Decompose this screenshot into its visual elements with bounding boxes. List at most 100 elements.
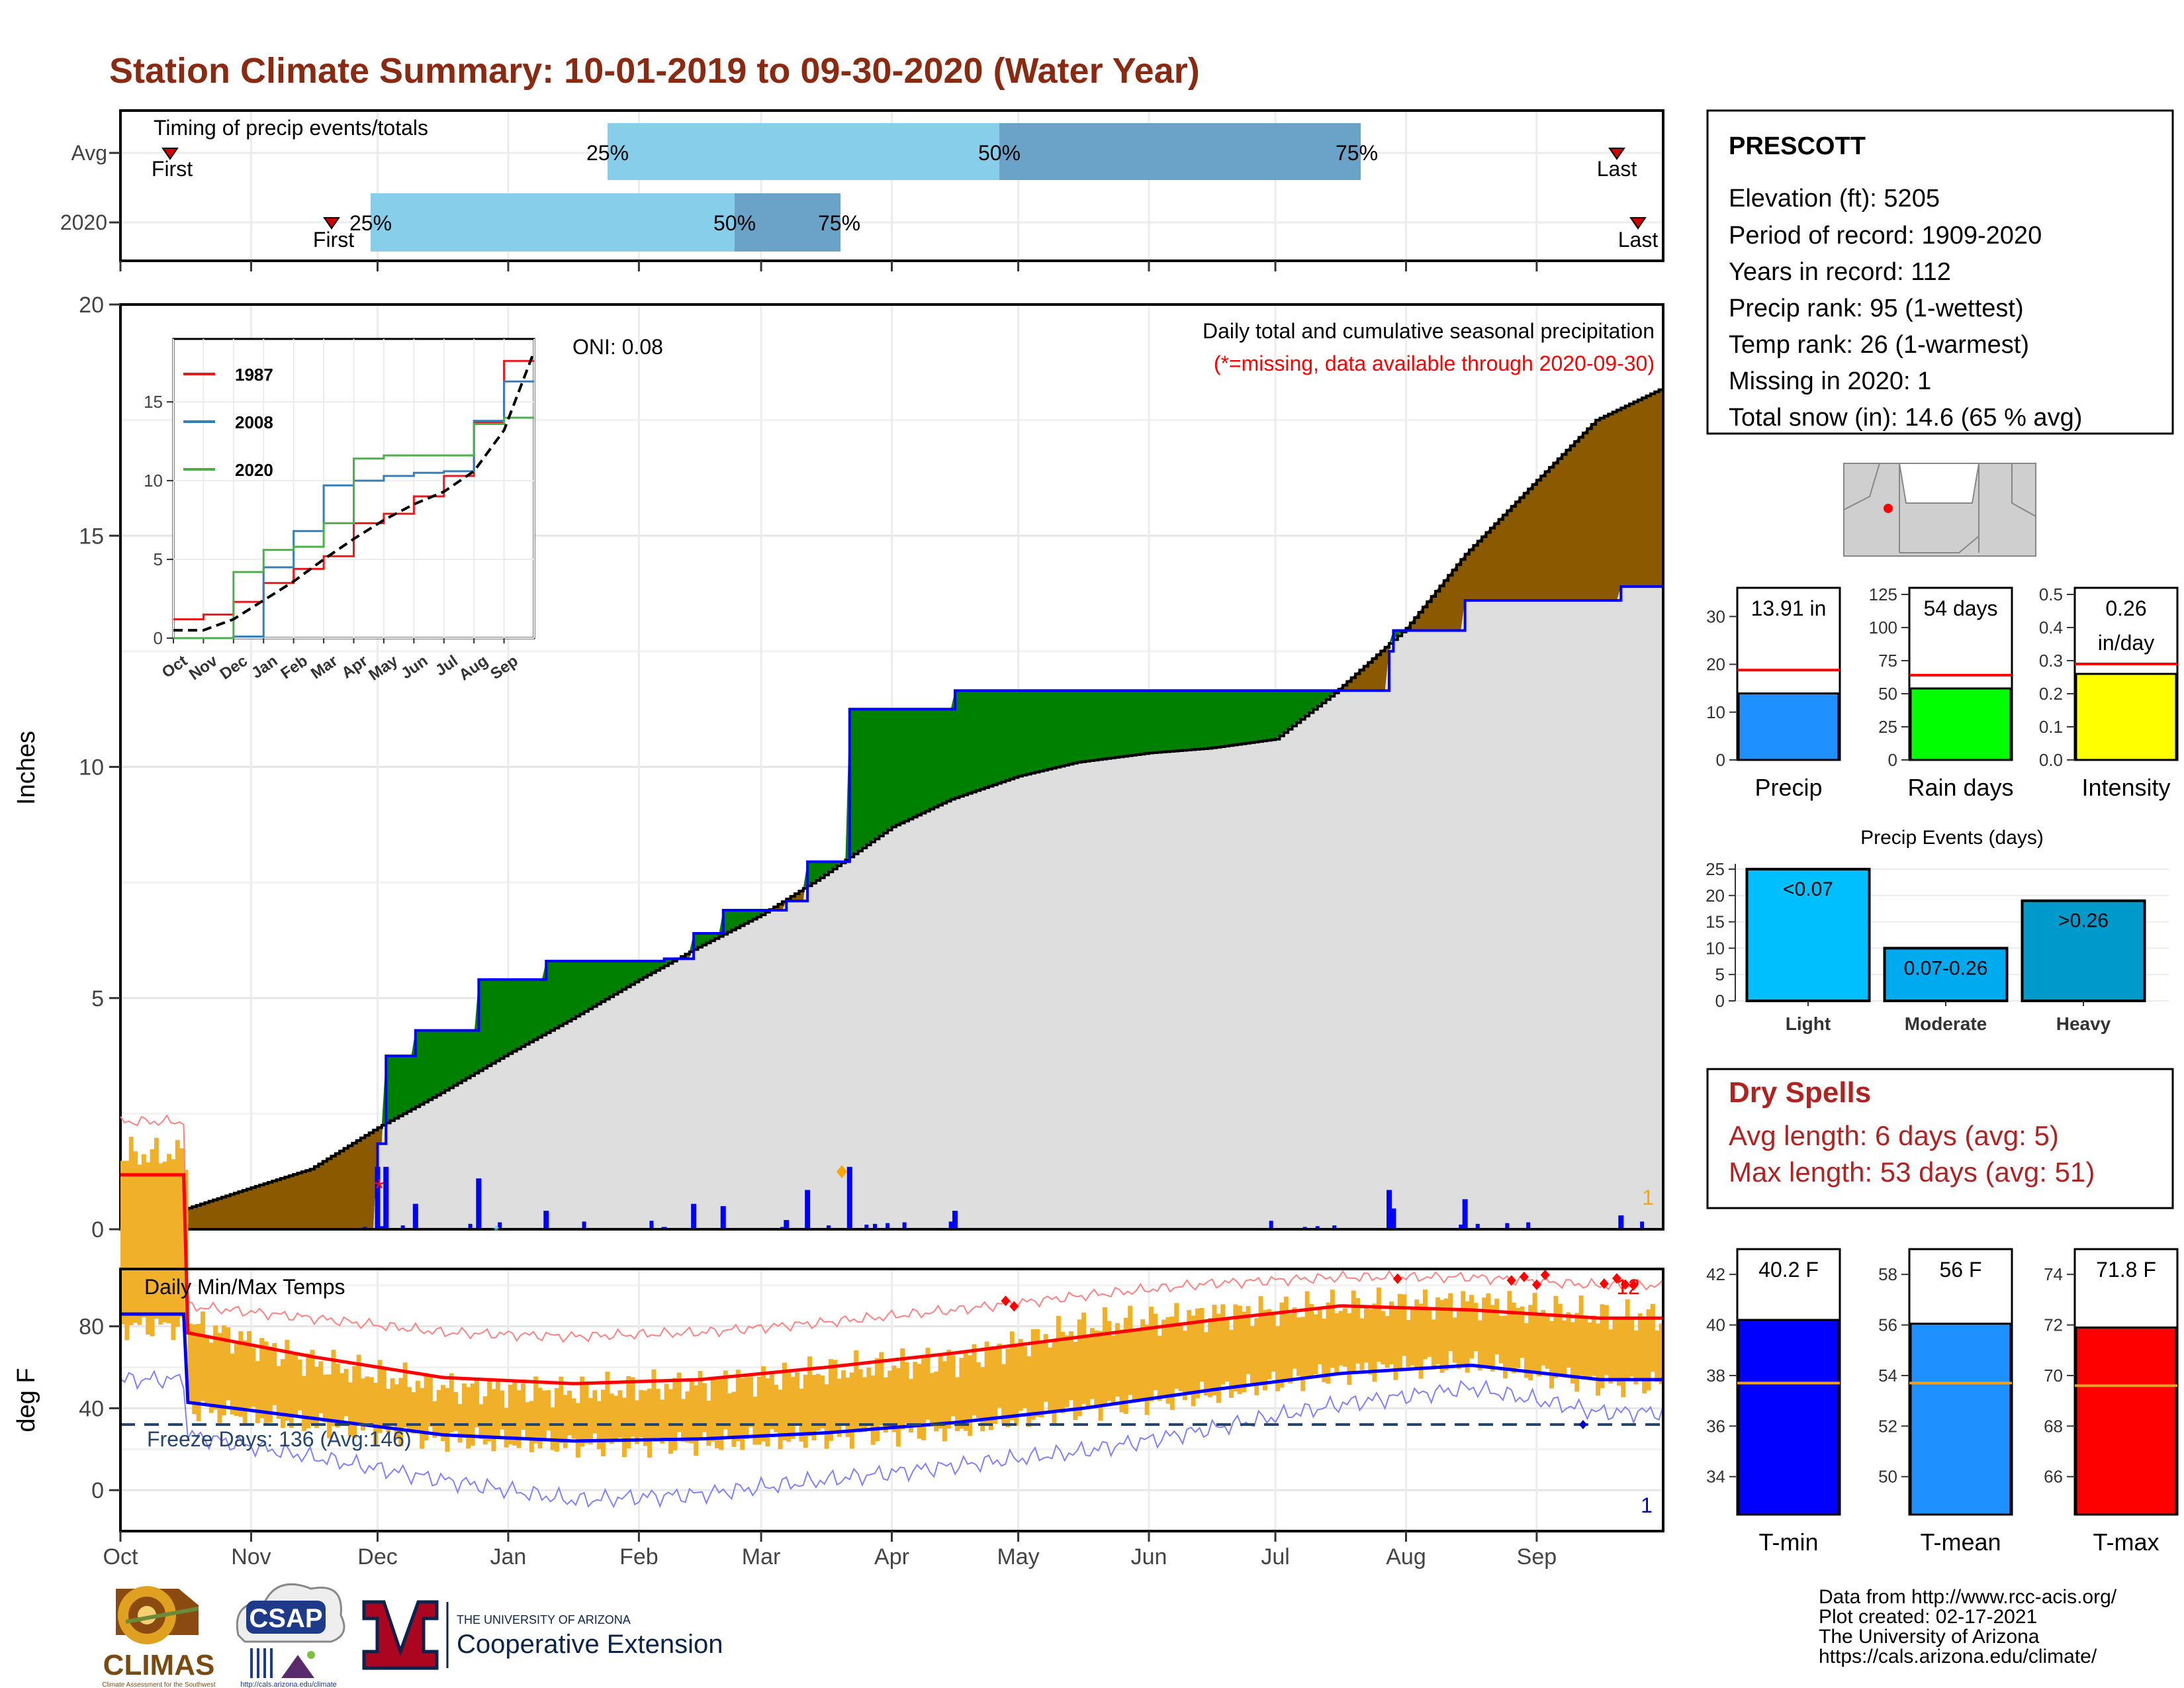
daily-precip-bar: [1462, 1199, 1468, 1229]
temp-daily-bar: [394, 1384, 399, 1439]
temp-daily-bar: [1169, 1316, 1175, 1410]
temp-daily-bar: [811, 1375, 817, 1440]
temp-daily-bar: [837, 1378, 842, 1437]
daily-precip-bar: [543, 1211, 549, 1229]
precip-total-chart-tick-label: 20: [1706, 655, 1725, 675]
temp-daily-bar: [1655, 1330, 1660, 1382]
temp-daily-bar: [521, 1383, 526, 1430]
temp-daily-bar: [470, 1383, 475, 1446]
temp-daily-bar: [1427, 1307, 1432, 1357]
temp-daily-bar: [1136, 1329, 1141, 1400]
temp-daily-bar: [955, 1377, 960, 1431]
tmin-chart-label: T-min: [1759, 1528, 1819, 1556]
temp-daily-bar: [1473, 1303, 1479, 1352]
temp-daily-bar: [1233, 1304, 1238, 1392]
temp-daily-bar: [1406, 1319, 1411, 1368]
temp-daily-bar: [660, 1399, 665, 1444]
temp-daily-bar: [575, 1403, 580, 1458]
timing-avg-first-marker: [161, 148, 179, 160]
temp-daily-bar: [550, 1407, 555, 1450]
station-info-box: PRESCOTT Elevation (ft): 5205 Period of …: [1706, 109, 2174, 435]
temp-daily-bar: [1052, 1339, 1057, 1425]
temp-daily-bar: [580, 1376, 585, 1447]
temp-daily-bar: [617, 1390, 623, 1438]
temp-daily-bar: [420, 1387, 425, 1449]
precip-total-chart-label: Precip: [1754, 774, 1822, 801]
temp-daily-bar: [1511, 1302, 1516, 1374]
month-axis-label: Apr: [874, 1544, 909, 1570]
temp-daily-bar: [1317, 1307, 1322, 1365]
temp-daily-bar: [828, 1359, 833, 1441]
temp-daily-bar: [208, 1342, 214, 1413]
temp-daily-bar: [478, 1404, 484, 1439]
temp-daily-bar: [512, 1381, 518, 1446]
temp-daily-bar: [807, 1356, 813, 1436]
rain-days-chart-tick-label: 50: [1878, 684, 1897, 704]
precip-events-category: Light: [1786, 1013, 1831, 1034]
intensity-chart-tick-label: 0.2: [2039, 684, 2063, 704]
temp-daily-bar: [1439, 1299, 1445, 1373]
tmin-chart-value: 40.2 F: [1758, 1258, 1819, 1282]
temp-daily-bar: [1153, 1313, 1158, 1391]
temp-daily-bar: [267, 1346, 273, 1423]
record-high-marker: [1629, 1280, 1639, 1291]
temp-daily-bar: [1022, 1346, 1027, 1409]
temp-daily-bar: [1355, 1298, 1361, 1364]
daily-precip-bar: [1269, 1221, 1273, 1229]
temp-daily-bar: [1637, 1313, 1643, 1380]
temp-ytick-label: 0: [91, 1478, 104, 1503]
record-high-marker: [1009, 1301, 1019, 1312]
record-high-marker: [1612, 1273, 1621, 1284]
temp-daily-bar: [774, 1384, 779, 1432]
temp-daily-bar: [1435, 1297, 1441, 1364]
temp-daily-bar: [495, 1381, 500, 1437]
temp-daily-bar: [226, 1327, 231, 1401]
temp-daily-bar: [605, 1372, 610, 1440]
dry-spells-title: Dry Spells: [1729, 1076, 1871, 1109]
temp-daily-bar: [1115, 1323, 1120, 1397]
temp-daily-bar: [1322, 1318, 1327, 1383]
temp-daily-bar: [651, 1369, 657, 1439]
temp-daily-bar: [1616, 1317, 1621, 1386]
precip-events-bar-label: 0.07-0.26: [1904, 957, 1988, 979]
precip-ytick-label: 5: [91, 986, 104, 1011]
record-low-count: 1: [1641, 1493, 1653, 1517]
temp-daily-bar: [1502, 1315, 1508, 1379]
inset-month-label: Dec: [216, 652, 251, 683]
temp-daily-bar: [820, 1375, 825, 1429]
record-low-marker: [1578, 1420, 1587, 1430]
temp-daily-bar: [1300, 1317, 1306, 1391]
temp-daily-bar: [217, 1333, 222, 1423]
temp-daily-bar: [1490, 1305, 1495, 1372]
temp-daily-bar: [1461, 1291, 1466, 1364]
precip-2020-line: [120, 585, 1664, 1231]
temp-daily-bar: [272, 1342, 277, 1405]
temp-daily-bar: [192, 1324, 197, 1415]
temp-daily-bar: [1039, 1341, 1044, 1417]
tmin-chart-tick-label: 42: [1706, 1264, 1725, 1284]
temp-daily-bar: [1574, 1313, 1580, 1392]
tmin-chart-tick-label: 38: [1706, 1366, 1725, 1385]
temp-daily-bar: [769, 1371, 774, 1429]
precip-events-bar: [1745, 867, 1871, 1003]
timing-row-label-avg: Avg: [71, 141, 107, 165]
temp-daily-bar: [1448, 1293, 1453, 1351]
temp-daily-bar: [1612, 1319, 1617, 1378]
csap-logo-text: CSAP: [249, 1604, 322, 1633]
temp-daily-bar: [537, 1387, 543, 1448]
temp-daily-bar: [1397, 1293, 1402, 1372]
temp-daily-bar: [247, 1331, 252, 1409]
temp-daily-bar: [1203, 1332, 1208, 1396]
timing-avg-last-marker: [1608, 148, 1625, 160]
temp-daily-bar: [1443, 1298, 1449, 1371]
temp-daily-bar: [1216, 1313, 1221, 1403]
temp-daily-bar: [1048, 1347, 1053, 1415]
temp-daily-bar: [1330, 1289, 1335, 1368]
temp-daily-bar: [474, 1378, 479, 1427]
temp-daily-bar: [1119, 1329, 1124, 1413]
inset-month-label: Aug: [456, 652, 492, 684]
credits: Data from http://www.rcc-acis.org/ Plot …: [1819, 1586, 2117, 1667]
tmean-chart-tick-label: 56: [1878, 1315, 1897, 1335]
timing-2020-bar-high: [735, 193, 841, 252]
temp-daily-bar: [1060, 1331, 1066, 1413]
